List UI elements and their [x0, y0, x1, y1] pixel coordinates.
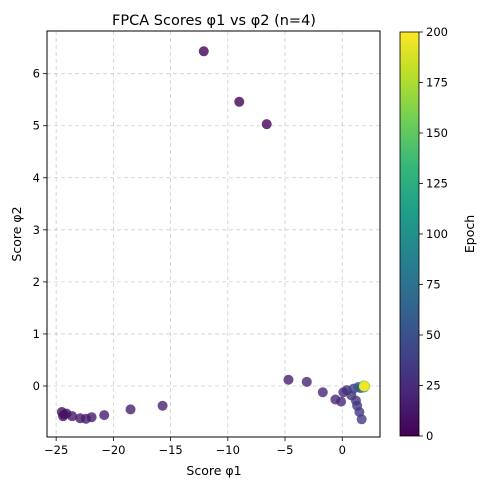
scatter-point: [336, 396, 347, 407]
grid-lines: [47, 31, 380, 437]
colorbar-tick-label: 100: [426, 227, 448, 241]
x-axis-label: Score φ1: [186, 463, 241, 478]
y-axis-ticks: 0 1 2 3 4 5 6: [33, 67, 47, 393]
x-axis-ticks: −25 −20 −15 −10 −5 0: [44, 437, 346, 457]
y-tick-label: 4: [33, 171, 40, 185]
chart-title: FPCA Scores φ1 vs φ2 (n=4): [112, 13, 316, 29]
colorbar: 0 25 50 75 100 125 150 175 200 Epoch: [399, 25, 477, 443]
colorbar-label: Epoch: [462, 215, 477, 253]
plot-frame: [46, 30, 381, 438]
scatter-point: [86, 412, 97, 423]
y-tick-label: 3: [33, 223, 40, 237]
y-tick-label: 5: [33, 119, 40, 133]
x-tick-label: −25: [44, 443, 68, 457]
scatter-point: [198, 46, 209, 57]
colorbar-tick-label: 175: [426, 76, 448, 90]
colorbar-tick-label: 50: [426, 328, 441, 342]
x-tick-label: −20: [101, 443, 125, 457]
scatter-point: [67, 411, 78, 422]
colorbar-tick-label: 75: [426, 278, 441, 292]
scatter-point: [157, 400, 168, 411]
y-tick-label: 6: [33, 67, 40, 81]
scatter-point: [283, 374, 294, 385]
scatter-point: [358, 381, 369, 392]
scatter-point: [301, 376, 312, 387]
colorbar-ticks: 0 25 50 75 100 125 150 175 200: [419, 25, 448, 443]
scatter-point: [58, 411, 69, 422]
plot-background: [47, 31, 380, 437]
scatter-point: [99, 410, 110, 421]
colorbar-tick-label: 0: [426, 429, 433, 443]
plot-area: [46, 30, 381, 438]
x-tick-label: −15: [158, 443, 182, 457]
scatter-point: [234, 96, 245, 107]
colorbar-tick-label: 200: [426, 25, 448, 39]
colorbar-scale: [399, 31, 420, 437]
scatter-point: [317, 387, 328, 398]
x-tick-label: 0: [339, 443, 346, 457]
y-tick-label: 0: [33, 379, 40, 393]
colorbar-tick-label: 150: [426, 126, 448, 140]
y-tick-label: 1: [33, 327, 40, 341]
colorbar-tick-label: 125: [426, 177, 448, 191]
scatter-point: [125, 404, 136, 415]
x-tick-label: −5: [277, 443, 294, 457]
scatter-point: [261, 119, 272, 130]
colorbar-tick-label: 25: [426, 379, 441, 393]
y-axis-label: Score φ2: [9, 206, 24, 261]
y-tick-label: 2: [33, 275, 40, 289]
scatter-point: [356, 414, 367, 425]
data-points: [56, 46, 371, 425]
x-tick-label: −10: [216, 443, 240, 457]
